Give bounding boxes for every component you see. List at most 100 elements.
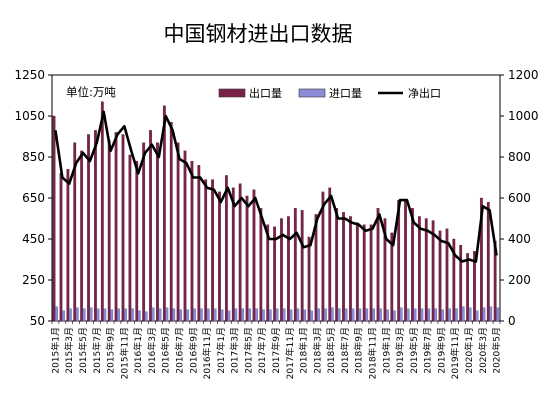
x-tick-label: 2015年5月 xyxy=(77,327,89,374)
import-bar xyxy=(130,308,134,322)
import-bar xyxy=(55,306,58,322)
import-bar xyxy=(434,308,438,322)
export-bar xyxy=(397,199,401,322)
x-tick-label: 2018年1月 xyxy=(298,327,310,374)
import-bar xyxy=(461,306,465,322)
x-tick-label: 2020年3月 xyxy=(477,327,489,374)
export-bar xyxy=(80,150,84,322)
x-tick-label: 2015年3月 xyxy=(63,327,75,374)
import-bar xyxy=(282,308,286,322)
y-right-tick-label: 800 xyxy=(508,150,531,164)
y-right-tick-label: 400 xyxy=(508,232,531,246)
import-bar xyxy=(448,308,451,322)
chart-title: 中国钢材进出口数据 xyxy=(164,22,353,46)
export-bar xyxy=(307,236,311,322)
legend-label-import: 进口量 xyxy=(329,87,362,100)
export-bar xyxy=(486,201,490,322)
x-tick-label: 2016年9月 xyxy=(187,327,199,374)
import-bar xyxy=(261,309,265,322)
import-bar xyxy=(296,308,300,322)
export-bar xyxy=(142,142,146,322)
import-bar xyxy=(144,311,148,322)
import-bar xyxy=(151,307,155,322)
x-tick-label: 2019年9月 xyxy=(435,327,447,374)
x-tick-label: 2018年11月 xyxy=(366,327,378,379)
import-bar xyxy=(268,309,272,322)
import-bar xyxy=(206,308,210,322)
import-bar xyxy=(330,307,334,322)
x-tick-label: 2016年3月 xyxy=(146,327,158,374)
x-tick-label: 2019年11月 xyxy=(449,327,461,379)
export-bar xyxy=(445,228,449,322)
x-tick-label: 2016年1月 xyxy=(132,327,144,374)
import-bar xyxy=(275,308,279,322)
y-right-tick-label: 200 xyxy=(508,273,531,287)
x-tick-label: 2017年1月 xyxy=(215,327,227,374)
y-right-tick-label: 0 xyxy=(508,314,516,328)
import-bar xyxy=(406,308,410,322)
y-axis-left: 1250 1050 850 650 450 250 50 xyxy=(14,68,52,328)
export-bar xyxy=(183,150,187,322)
x-tick-label: 2017年7月 xyxy=(256,327,268,374)
export-bar xyxy=(362,224,366,322)
export-bar xyxy=(259,208,263,322)
import-bar xyxy=(110,309,114,322)
export-bar xyxy=(383,218,387,322)
import-bar xyxy=(441,309,444,322)
import-bar xyxy=(351,308,355,322)
import-bar xyxy=(475,310,479,322)
x-tick-label: 2018年3月 xyxy=(311,327,323,374)
export-bar xyxy=(328,187,332,322)
import-bar xyxy=(344,308,348,322)
legend: 出口量 进口量 净出口 xyxy=(218,86,441,100)
export-bar xyxy=(121,134,125,322)
import-bar xyxy=(96,308,100,322)
y-left-tick-label: 450 xyxy=(22,232,45,246)
export-bar xyxy=(314,214,318,322)
export-bar xyxy=(197,165,201,322)
import-bar xyxy=(165,307,169,322)
export-bar xyxy=(411,208,414,322)
export-bar xyxy=(176,142,180,322)
y-axis-right: 1200 1000 800 600 400 200 0 xyxy=(500,68,539,328)
import-bar xyxy=(75,307,79,322)
export-bar xyxy=(100,101,104,322)
import-bar xyxy=(289,309,293,322)
y-left-tick-label: 250 xyxy=(22,273,45,287)
export-bar xyxy=(149,130,152,322)
x-tick-label: 2015年7月 xyxy=(91,327,103,374)
export-bar xyxy=(438,230,442,322)
export-bar xyxy=(59,173,63,322)
net-export-line-group xyxy=(54,110,498,263)
x-tick-label: 2015年11月 xyxy=(118,327,130,379)
import-bar xyxy=(482,307,486,322)
export-bar xyxy=(417,216,421,322)
import-bar xyxy=(489,306,493,322)
export-bar xyxy=(107,140,111,322)
y-left-tick-label: 1250 xyxy=(14,68,45,82)
import-bar xyxy=(82,308,86,322)
import-bar xyxy=(89,307,93,322)
import-bar xyxy=(358,308,362,322)
export-bar xyxy=(293,208,297,322)
import-bar xyxy=(103,308,107,322)
import-bar xyxy=(62,310,65,322)
legend-swatch-export xyxy=(218,88,246,98)
export-bar xyxy=(466,253,469,322)
import-bar xyxy=(496,307,500,322)
export-bar xyxy=(349,216,352,322)
export-bar xyxy=(135,160,139,322)
import-bar xyxy=(234,308,238,322)
x-tick-label: 2020年1月 xyxy=(463,327,475,374)
x-tick-label: 2016年11月 xyxy=(201,327,213,379)
export-bar xyxy=(479,197,483,322)
legend-swatch-import xyxy=(298,88,326,98)
export-bar xyxy=(424,218,428,322)
import-bar xyxy=(137,310,141,322)
import-bar xyxy=(158,308,162,322)
import-bar xyxy=(454,308,458,322)
unit-label: 单位:万吨 xyxy=(66,85,116,99)
export-bar xyxy=(321,191,325,322)
import-bar xyxy=(323,308,327,322)
import-bar xyxy=(255,308,258,322)
